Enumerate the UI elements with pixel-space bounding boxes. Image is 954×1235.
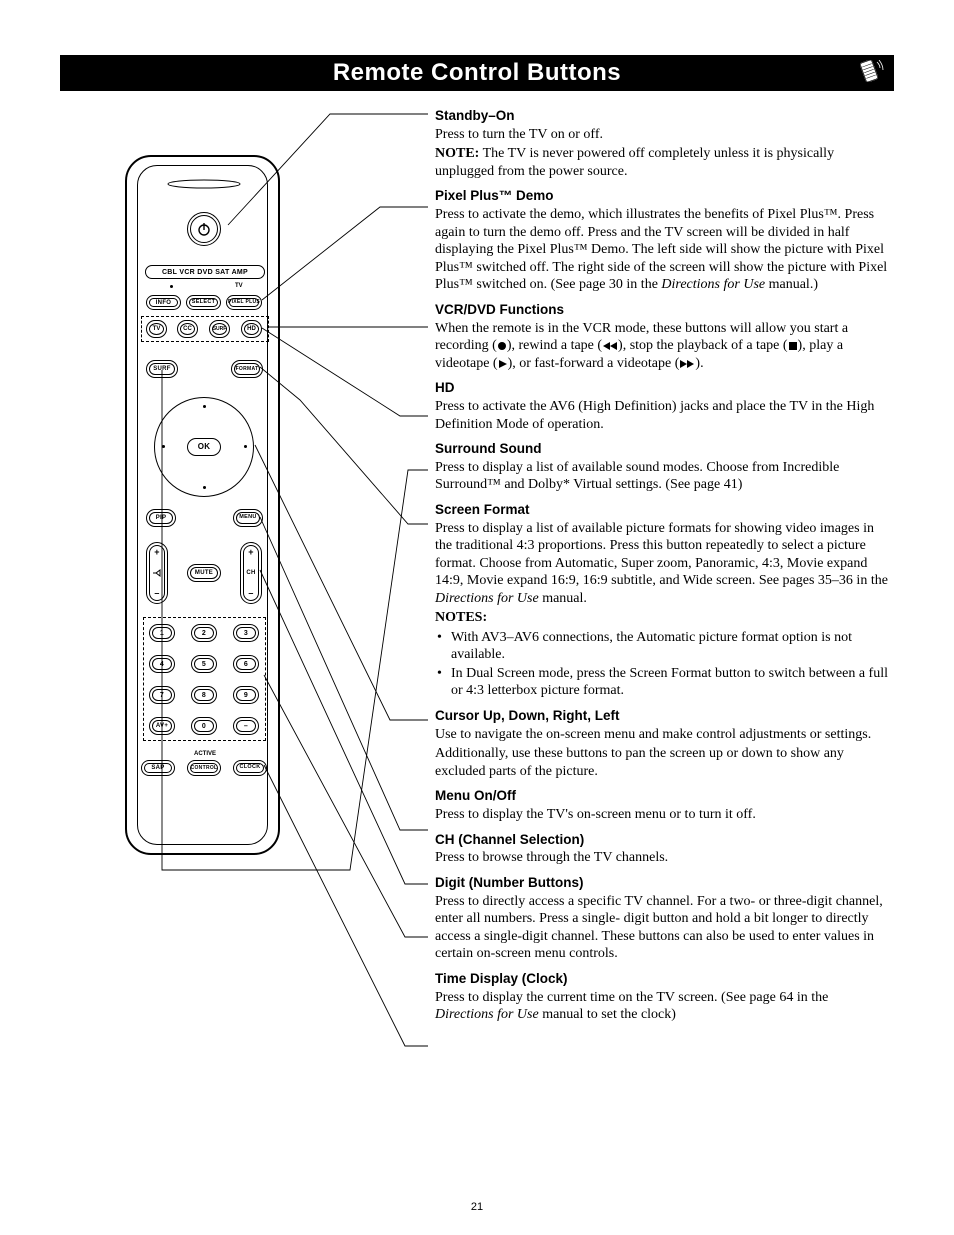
channel-rocker: + CH – <box>240 542 262 604</box>
digit-3: 3 <box>233 624 259 642</box>
remote-icon <box>854 60 884 82</box>
text: Press to display the current time on the… <box>435 989 890 1024</box>
section-cursor: Cursor Up, Down, Right, Left Use to navi… <box>435 708 890 780</box>
mode-bar: CBL VCR DVD SAT AMP <box>145 265 265 279</box>
ffwd-icon <box>679 359 695 369</box>
hd-button: HD <box>241 320 262 338</box>
section-pixelplus: Pixel Plus™ Demo Press to activate the d… <box>435 188 890 293</box>
rewind-icon <box>602 341 618 351</box>
info-button: INFO <box>146 295 181 310</box>
tv-indicator: TV <box>235 283 243 289</box>
clock-button: CLOCK <box>233 760 267 776</box>
heading-clock: Time Display (Clock) <box>435 971 890 988</box>
heading-vcrdvd: VCR/DVD Functions <box>435 302 890 319</box>
pixelplus-button: PIXEL PLUS <box>226 295 262 310</box>
dot-indicator <box>170 285 173 288</box>
text: NOTES: <box>435 609 890 627</box>
cursor-right-dot <box>244 445 247 448</box>
section-standby: Standby–On Press to turn the TV on or of… <box>435 108 890 180</box>
pip-button: PIP <box>146 509 176 527</box>
power-button <box>187 212 221 246</box>
digit-9: 9 <box>233 686 259 704</box>
surf-small-button: SURF <box>209 320 230 338</box>
section-screenformat: Screen Format Press to display a list of… <box>435 502 890 700</box>
heading-surround: Surround Sound <box>435 441 890 458</box>
surf-button: SURF <box>146 360 178 378</box>
list-item: In Dual Screen mode, press the Screen Fo… <box>435 665 890 700</box>
speaker-slit <box>167 179 242 189</box>
digit-0: 0 <box>191 717 217 735</box>
power-icon <box>196 221 212 237</box>
cursor-up-dot <box>203 405 206 408</box>
digit-8: 8 <box>191 686 217 704</box>
mode-bar-label: CBL VCR DVD SAT AMP <box>162 269 248 276</box>
digit-6: 6 <box>233 655 259 673</box>
remote-diagram: CBL VCR DVD SAT AMP TV INFO SELECT PIXEL… <box>125 155 280 855</box>
text: NOTE: The TV is never powered off comple… <box>435 145 890 180</box>
active-label: ACTIVE <box>192 751 218 757</box>
page-title: Remote Control Buttons <box>333 59 621 87</box>
page-number: 21 <box>0 1201 954 1213</box>
header-bar: Remote Control Buttons <box>60 55 894 91</box>
cc-button: CC <box>177 320 198 338</box>
play-icon <box>498 359 508 369</box>
text: Use to navigate the on-screen menu and m… <box>435 726 890 744</box>
format-button: FORMAT <box>231 360 263 378</box>
tv-button: TV <box>146 320 167 338</box>
section-menu: Menu On/Off Press to display the TV's on… <box>435 788 890 823</box>
text: When the remote is in the VCR mode, thes… <box>435 320 890 373</box>
heading-hd: HD <box>435 380 890 397</box>
heading-pixelplus: Pixel Plus™ Demo <box>435 188 890 205</box>
text: Additionally, use these buttons to pan t… <box>435 745 890 780</box>
heading-digits: Digit (Number Buttons) <box>435 875 890 892</box>
text: Press to display the TV's on-screen menu… <box>435 806 890 824</box>
cursor-down-dot <box>203 486 206 489</box>
text: Press to turn the TV on or off. <box>435 126 890 144</box>
text: Press to activate the AV6 (High Definiti… <box>435 398 890 433</box>
menu-button: MENU <box>233 509 263 527</box>
cursor-left-dot <box>162 445 165 448</box>
text: Press to display a list of available pic… <box>435 520 890 608</box>
ok-button: OK <box>187 438 221 456</box>
volume-rocker: + – <box>146 542 168 604</box>
section-ch: CH (Channel Selection) Press to browse t… <box>435 832 890 867</box>
heading-ch: CH (Channel Selection) <box>435 832 890 849</box>
digit-1: 1 <box>149 624 175 642</box>
section-surround: Surround Sound Press to display a list o… <box>435 441 890 494</box>
text: Press to display a list of available sou… <box>435 459 890 494</box>
digit-2: 2 <box>191 624 217 642</box>
avplus-button: AV+ <box>149 717 175 735</box>
heading-screenformat: Screen Format <box>435 502 890 519</box>
select-button: SELECT <box>186 295 221 310</box>
mute-button: MUTE <box>187 564 221 582</box>
heading-cursor: Cursor Up, Down, Right, Left <box>435 708 890 725</box>
section-hd: HD Press to activate the AV6 (High Defin… <box>435 380 890 433</box>
text: Press to directly access a specific TV c… <box>435 893 890 963</box>
volume-icon <box>152 569 162 577</box>
digit-5: 5 <box>191 655 217 673</box>
digit-4: 4 <box>149 655 175 673</box>
record-icon <box>497 341 507 351</box>
heading-standby: Standby–On <box>435 108 890 125</box>
text: Press to activate the demo, which illust… <box>435 206 890 294</box>
description-column: Standby–On Press to turn the TV on or of… <box>435 108 890 1032</box>
section-clock: Time Display (Clock) Press to display th… <box>435 971 890 1024</box>
digit-7: 7 <box>149 686 175 704</box>
text: Press to browse through the TV channels. <box>435 849 890 867</box>
stop-icon <box>788 341 798 351</box>
list-item: With AV3–AV6 connections, the Automatic … <box>435 629 890 664</box>
section-vcrdvd: VCR/DVD Functions When the remote is in … <box>435 302 890 372</box>
sap-button: SAP <box>141 760 175 776</box>
notes-list: With AV3–AV6 connections, the Automatic … <box>435 629 890 700</box>
section-digits: Digit (Number Buttons) Press to directly… <box>435 875 890 963</box>
dash-button: – <box>233 717 259 735</box>
control-button: CONTROL <box>187 760 221 776</box>
heading-menu: Menu On/Off <box>435 788 890 805</box>
